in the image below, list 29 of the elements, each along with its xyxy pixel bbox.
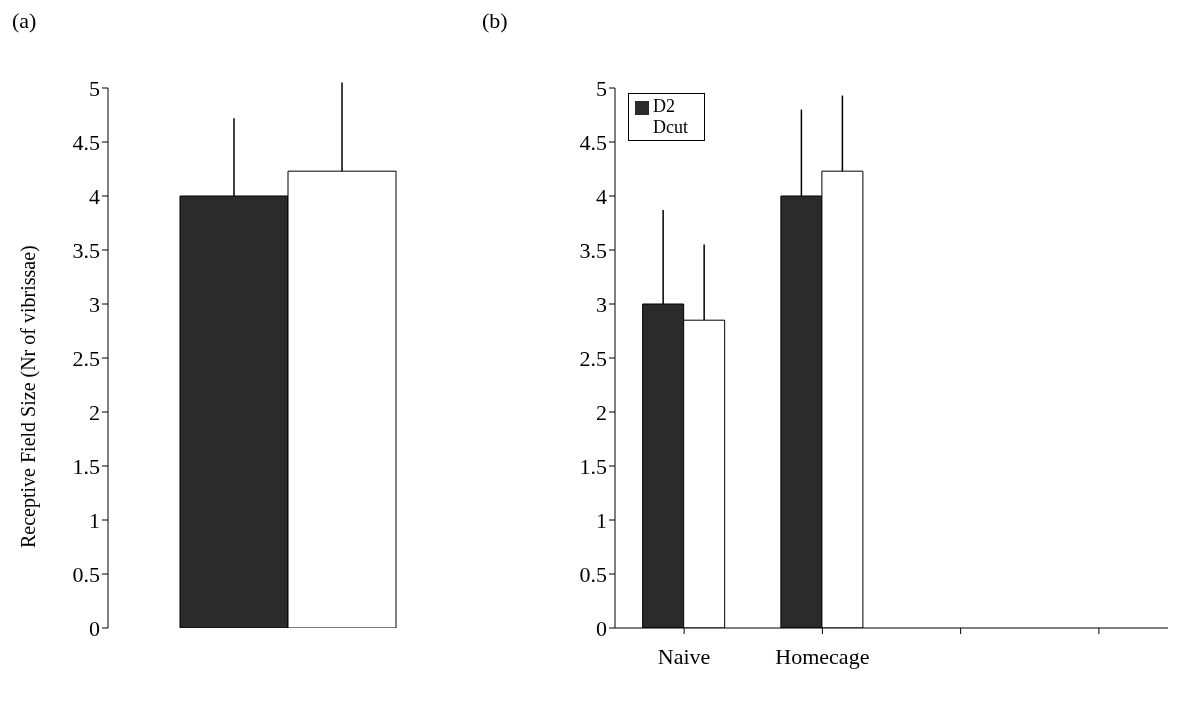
y-tick-label: 2.5: [579, 345, 607, 371]
legend-label: D2: [653, 96, 675, 116]
y-tick-label: 4.5: [72, 129, 100, 155]
x-tick-label: Homecage: [775, 643, 870, 669]
x-tick-label: Naive: [657, 643, 711, 669]
y-tick-label: 4: [89, 183, 100, 209]
y-tick-label: 4: [596, 183, 607, 209]
y-tick-label: 3.5: [72, 237, 100, 263]
y-tick-label: 2: [596, 399, 607, 425]
y-axis-title: Receptive Field Size (Nr of vibrissae): [17, 245, 41, 548]
text: Dcut: [653, 117, 688, 137]
y-tick-label: 1.5: [72, 453, 100, 479]
y-tick-label: 3.5: [579, 237, 607, 263]
y-tick-label: 3: [89, 291, 100, 317]
y-tick-label: 0: [89, 615, 100, 641]
y-tick-label: 0.5: [579, 561, 607, 587]
y-tick-label: 5: [89, 75, 100, 101]
y-tick-label: 2.5: [72, 345, 100, 371]
chart-title: (a): [11, 8, 38, 35]
y-tick-label: 3: [596, 291, 607, 317]
y-tick-label: 0: [596, 615, 607, 641]
chart-title: (b): [481, 8, 509, 35]
y-tick-label: 1.5: [579, 453, 607, 479]
y-tick-label: 1: [596, 507, 607, 533]
y-tick-label: 2: [89, 399, 100, 425]
y-tick-label: 4.5: [579, 129, 607, 155]
y-tick-label: 5: [596, 75, 607, 101]
y-tick-label: 0.5: [72, 561, 100, 587]
y-tick-label: 1: [89, 507, 100, 533]
